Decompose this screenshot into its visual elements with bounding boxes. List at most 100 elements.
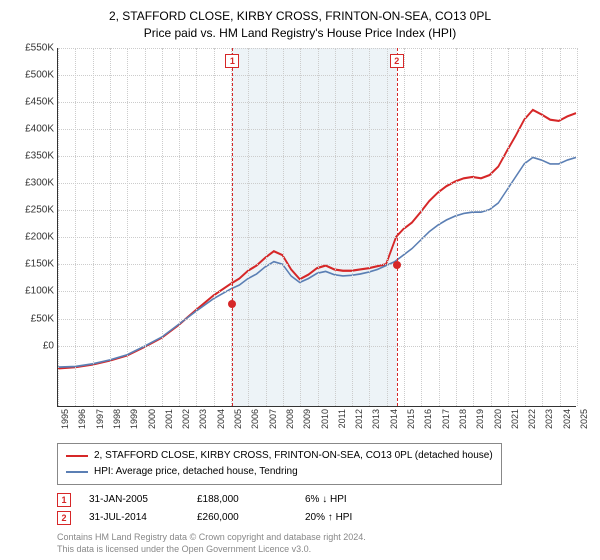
x-gridline: [369, 48, 370, 406]
x-tick-label: 2022: [525, 406, 537, 429]
x-tick-label: 2012: [352, 406, 364, 429]
x-tick-label: 1998: [110, 406, 122, 429]
transaction-row-marker: 1: [57, 493, 71, 507]
x-tick-label: 2011: [335, 406, 347, 428]
x-tick-label: 2000: [145, 406, 157, 429]
x-gridline: [110, 48, 111, 406]
transaction-row: 131-JAN-2005£188,0006% ↓ HPI: [57, 491, 588, 509]
x-tick-label: 2017: [439, 406, 451, 429]
x-tick-label: 2006: [248, 406, 260, 429]
x-gridline: [421, 48, 422, 406]
x-tick-label: 2021: [508, 406, 520, 429]
x-tick-label: 2005: [231, 406, 243, 429]
legend-row: 2, STAFFORD CLOSE, KIRBY CROSS, FRINTON-…: [66, 448, 493, 464]
title-line-1: 2, STAFFORD CLOSE, KIRBY CROSS, FRINTON-…: [12, 8, 588, 25]
x-gridline: [300, 48, 301, 406]
x-tick-label: 2003: [196, 406, 208, 429]
x-gridline: [508, 48, 509, 406]
x-tick-label: 2015: [404, 406, 416, 429]
chart-area: £0£50K£100K£150K£200K£250K£300K£350K£400…: [12, 48, 588, 439]
x-gridline: [491, 48, 492, 406]
x-tick-label: 1999: [127, 406, 139, 429]
y-tick-label: £0: [43, 340, 58, 351]
transaction-date: 31-JAN-2005: [89, 491, 179, 509]
y-tick-label: £150K: [25, 259, 58, 270]
x-gridline: [179, 48, 180, 406]
x-tick-label: 2013: [369, 406, 381, 429]
x-tick-label: 2023: [542, 406, 554, 429]
x-gridline: [560, 48, 561, 406]
y-tick-label: £450K: [25, 96, 58, 107]
legend-swatch: [66, 471, 88, 473]
x-gridline: [283, 48, 284, 406]
title-line-2: Price paid vs. HM Land Registry's House …: [12, 25, 588, 42]
transaction-table: 131-JAN-2005£188,0006% ↓ HPI231-JUL-2014…: [57, 491, 588, 527]
transaction-price: £260,000: [197, 509, 287, 527]
legend-row: HPI: Average price, detached house, Tend…: [66, 464, 493, 480]
x-gridline: [266, 48, 267, 406]
plot-region: £0£50K£100K£150K£200K£250K£300K£350K£400…: [57, 48, 576, 407]
transaction-dot: [228, 300, 236, 308]
x-gridline: [473, 48, 474, 406]
y-tick-label: £200K: [25, 232, 58, 243]
transaction-row: 2 31-JUL-2014 £260,000 20% ↑ HPI: [57, 509, 588, 527]
y-tick-label: £300K: [25, 178, 58, 189]
x-tick-label: 2019: [473, 406, 485, 429]
footer-line-1: Contains HM Land Registry data © Crown c…: [57, 531, 588, 544]
x-tick-label: 2014: [387, 406, 399, 429]
x-gridline: [577, 48, 578, 406]
transaction-delta: 6% ↓ HPI: [305, 491, 395, 509]
transaction-marker-box: 1: [225, 54, 239, 68]
x-tick-label: 2007: [266, 406, 278, 429]
transaction-vline: [397, 48, 398, 406]
x-gridline: [387, 48, 388, 406]
x-gridline: [542, 48, 543, 406]
x-tick-label: 2025: [577, 406, 589, 429]
x-tick-label: 2004: [214, 406, 226, 429]
y-tick-label: £550K: [25, 42, 58, 53]
chart-container: 2, STAFFORD CLOSE, KIRBY CROSS, FRINTON-…: [0, 0, 600, 560]
x-gridline: [214, 48, 215, 406]
legend-swatch: [66, 455, 88, 457]
x-tick-label: 2024: [560, 406, 572, 429]
transaction-vline: [232, 48, 233, 406]
x-tick-label: 1997: [93, 406, 105, 429]
x-gridline: [318, 48, 319, 406]
x-tick-label: 2010: [318, 406, 330, 429]
x-gridline: [162, 48, 163, 406]
y-tick-label: £500K: [25, 69, 58, 80]
transaction-delta: 20% ↑ HPI: [305, 509, 395, 527]
x-gridline: [127, 48, 128, 406]
footer-line-2: This data is licensed under the Open Gov…: [57, 543, 588, 556]
y-tick-label: £50K: [31, 313, 58, 324]
x-tick-label: 2018: [456, 406, 468, 429]
x-tick-label: 2009: [300, 406, 312, 429]
x-gridline: [335, 48, 336, 406]
x-gridline: [75, 48, 76, 406]
x-gridline: [248, 48, 249, 406]
x-tick-label: 2016: [421, 406, 433, 429]
x-gridline: [525, 48, 526, 406]
x-tick-label: 2002: [179, 406, 191, 429]
x-tick-label: 2001: [162, 406, 174, 429]
x-tick-label: 1995: [58, 406, 70, 429]
x-tick-label: 2008: [283, 406, 295, 429]
x-gridline: [352, 48, 353, 406]
x-gridline: [404, 48, 405, 406]
x-gridline: [145, 48, 146, 406]
x-gridline: [439, 48, 440, 406]
y-tick-label: £100K: [25, 286, 58, 297]
transaction-row-marker: 2: [57, 511, 71, 525]
legend-label: 2, STAFFORD CLOSE, KIRBY CROSS, FRINTON-…: [94, 448, 493, 464]
x-gridline: [456, 48, 457, 406]
x-tick-label: 2020: [491, 406, 503, 429]
footer-attribution: Contains HM Land Registry data © Crown c…: [57, 531, 588, 556]
transaction-dot: [393, 261, 401, 269]
y-tick-label: £250K: [25, 205, 58, 216]
transaction-marker-box: 2: [390, 54, 404, 68]
transaction-date: 31-JUL-2014: [89, 509, 179, 527]
x-gridline: [58, 48, 59, 406]
legend-label: HPI: Average price, detached house, Tend…: [94, 464, 298, 480]
y-tick-label: £400K: [25, 123, 58, 134]
x-tick-label: 1996: [75, 406, 87, 429]
